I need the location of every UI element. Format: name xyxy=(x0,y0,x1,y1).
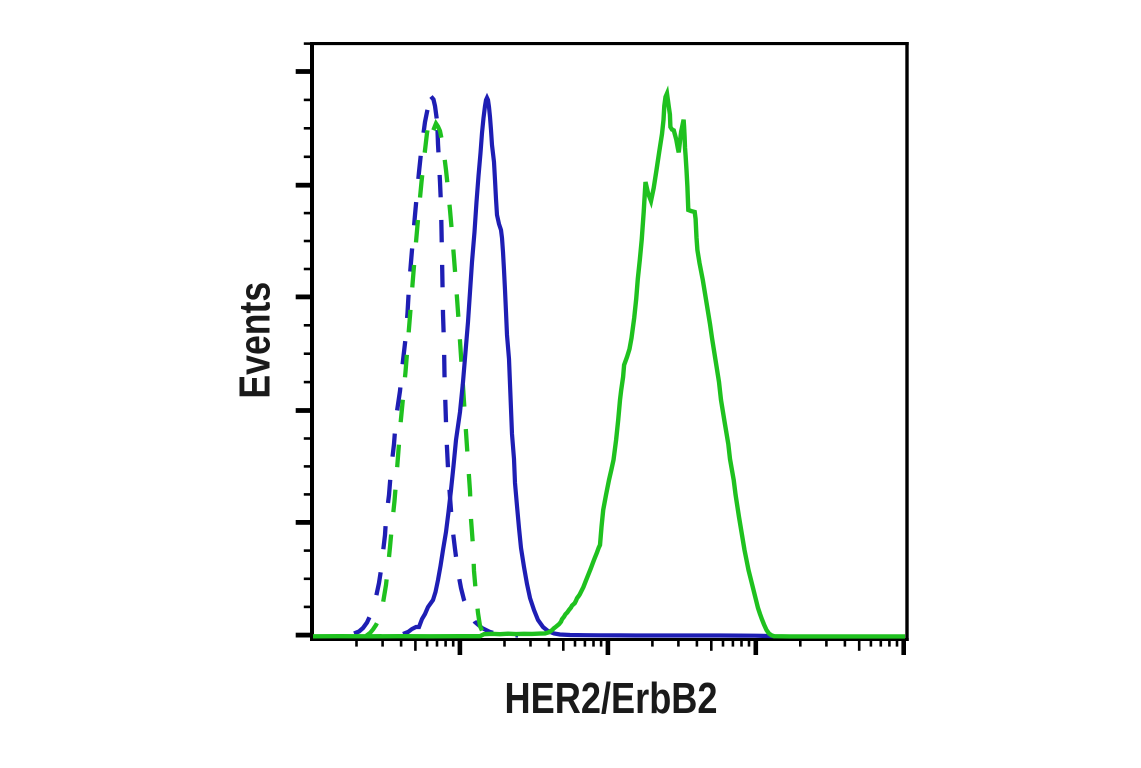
svg-text:HER2/ErbB2: HER2/ErbB2 xyxy=(504,674,717,723)
svg-text:Events: Events xyxy=(231,282,279,399)
